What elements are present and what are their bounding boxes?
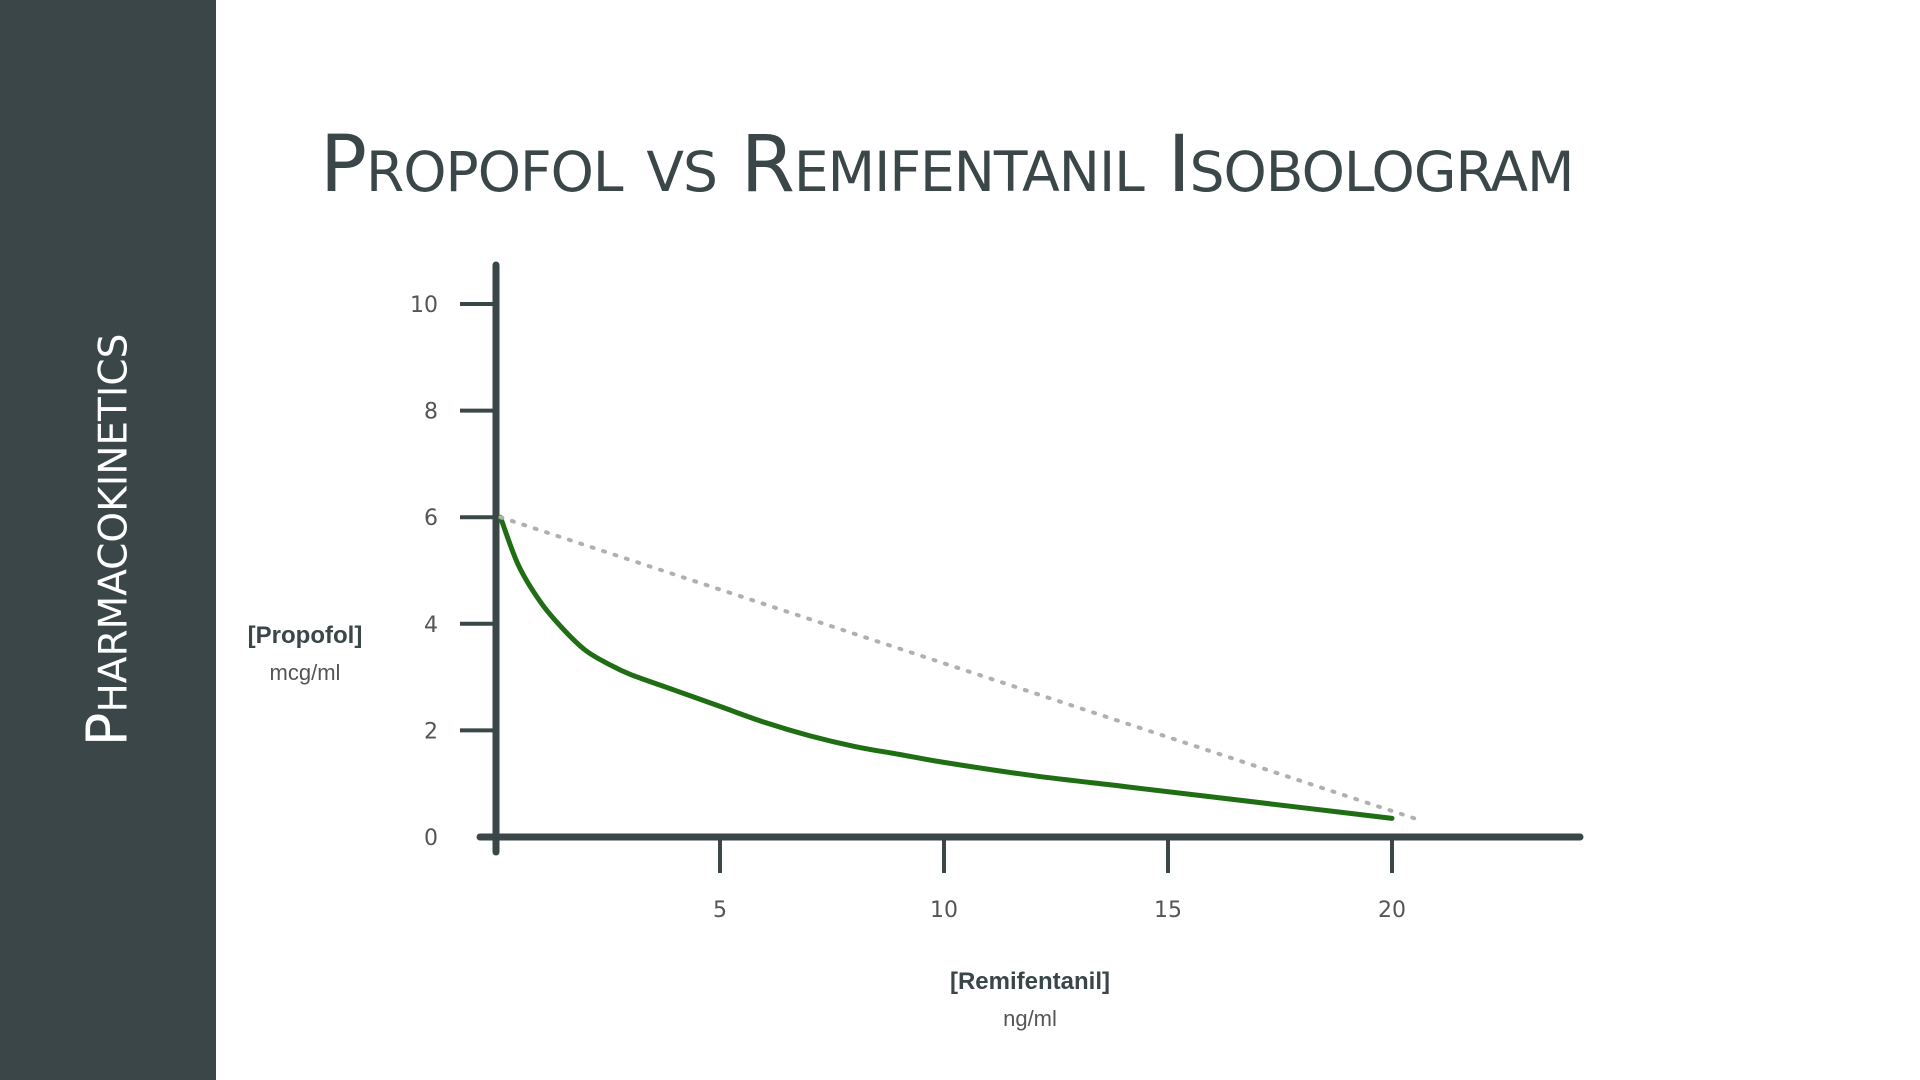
x-axis-title: [Remifentanil] — [949, 968, 1110, 995]
x-tick-label-5: 5 — [713, 898, 727, 923]
x-axis-unit: ng/ml — [1003, 1006, 1057, 1031]
isobole-curve — [497, 514, 1395, 821]
sidebar: Pharmacokinetics — [0, 0, 216, 1080]
x-tick-label-10: 10 — [930, 898, 958, 923]
y-axis-unit: mcg/ml — [269, 660, 341, 685]
page-title: Propofol vs Remifentanil Isobologram — [320, 120, 1575, 210]
x-tick-label-20: 20 — [1378, 898, 1406, 923]
additivity-line — [498, 515, 1417, 821]
y-tick-label-8: 8 — [424, 400, 438, 425]
y-tick-label-4: 4 — [424, 613, 438, 638]
y-tick-label-10: 10 — [410, 293, 438, 318]
x-tick-label-15: 15 — [1154, 898, 1182, 923]
y-axis-label: [Propofol] mcg/ml — [240, 622, 370, 686]
y-tick-label-6: 6 — [424, 506, 438, 531]
y-tick-label-2: 2 — [424, 719, 438, 744]
y-tick-label-0: 0 — [424, 826, 438, 851]
y-axis-title: [Propofol] — [247, 622, 363, 649]
x-axis-label: [Remifentanil] ng/ml — [900, 968, 1160, 1032]
